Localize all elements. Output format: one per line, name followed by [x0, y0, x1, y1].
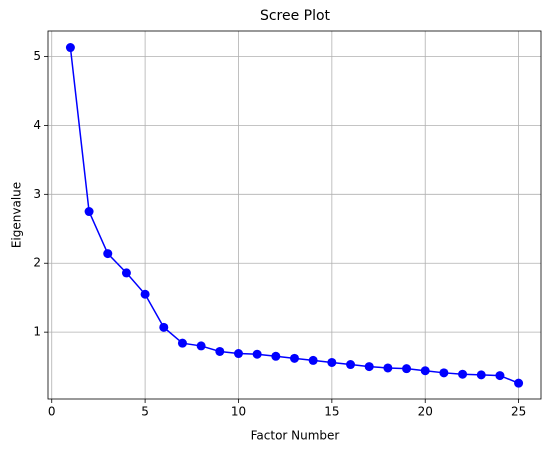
y-tick-label: 5 [33, 49, 41, 63]
plot-frame [47, 30, 542, 400]
data-point [495, 371, 505, 381]
y-tick-label: 1 [33, 325, 41, 339]
data-point [215, 346, 225, 356]
data-point [364, 362, 374, 372]
y-tick-label: 2 [33, 256, 41, 270]
x-tick-label: 5 [141, 405, 149, 419]
data-point [420, 366, 430, 376]
data-point [402, 364, 412, 374]
data-point [121, 268, 131, 278]
data-point [84, 207, 94, 217]
data-point [65, 43, 75, 53]
x-tick-label: 0 [48, 405, 56, 419]
x-tick-label: 10 [231, 405, 246, 419]
x-axis-label: Factor Number [251, 429, 340, 443]
y-tick-label: 3 [33, 187, 41, 201]
data-point [140, 289, 150, 299]
data-point [327, 357, 337, 367]
x-tick-label: 25 [511, 405, 526, 419]
data-point [346, 360, 356, 370]
data-point [159, 322, 169, 332]
y-tick-label: 4 [33, 118, 41, 132]
data-point [290, 353, 299, 363]
x-tick-label: 20 [418, 405, 433, 419]
data-point [233, 349, 243, 359]
data-point [308, 355, 318, 365]
data-point [196, 341, 206, 351]
data-point [458, 369, 468, 379]
series-line [69, 47, 519, 384]
data-point [383, 363, 393, 373]
data-point [252, 349, 262, 359]
data-point [271, 351, 281, 361]
data-point [476, 370, 486, 380]
data-point [439, 368, 449, 378]
data-point [103, 249, 113, 259]
y-axis-label: Eigenvalue [10, 182, 24, 248]
data-point [514, 378, 524, 388]
data-point [177, 338, 187, 348]
chart-title: Scree Plot [260, 8, 331, 24]
x-tick-label: 15 [324, 405, 339, 419]
